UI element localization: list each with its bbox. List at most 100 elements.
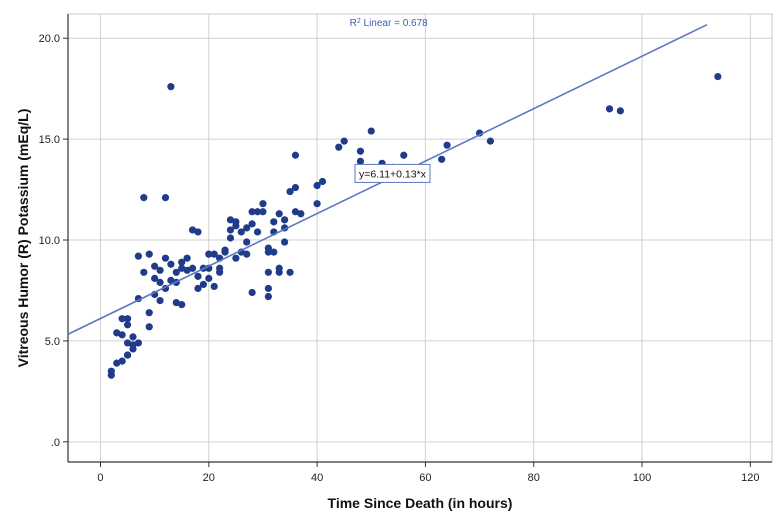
data-point bbox=[313, 200, 321, 208]
data-point bbox=[248, 220, 256, 228]
data-point bbox=[167, 83, 175, 91]
data-point bbox=[264, 292, 272, 301]
data-point bbox=[210, 250, 218, 258]
data-point bbox=[156, 266, 164, 274]
data-point bbox=[221, 246, 229, 254]
data-point bbox=[178, 258, 186, 266]
data-point bbox=[605, 105, 614, 113]
data-point bbox=[178, 300, 186, 309]
data-point bbox=[123, 315, 132, 323]
data-point bbox=[145, 309, 153, 317]
equation-annotation: y=6.11+0.13*x bbox=[354, 163, 431, 183]
data-point bbox=[438, 155, 446, 163]
data-point bbox=[194, 272, 202, 280]
data-point bbox=[178, 264, 186, 272]
r2-annotation: R2 Linear = 0.678 bbox=[350, 18, 429, 30]
data-point bbox=[205, 274, 213, 282]
data-point bbox=[113, 359, 121, 367]
r2-prefix: R bbox=[350, 18, 357, 29]
x-tick-label: 80 bbox=[528, 472, 540, 484]
x-tick-label: 0 bbox=[97, 472, 103, 484]
data-point bbox=[291, 208, 300, 216]
data-point bbox=[183, 254, 191, 262]
data-point bbox=[313, 181, 321, 190]
y-tick-label: 20.0 bbox=[39, 33, 60, 45]
data-point bbox=[145, 323, 153, 331]
y-tick-label: .0 bbox=[51, 437, 60, 449]
y-axis-title: Vitreous Humor (R) Potassium (mEq/L) bbox=[15, 109, 31, 368]
data-point bbox=[264, 244, 272, 252]
data-point bbox=[140, 268, 148, 276]
data-point bbox=[232, 218, 240, 226]
data-point bbox=[118, 357, 126, 365]
data-point bbox=[226, 226, 235, 234]
data-point bbox=[216, 264, 224, 272]
data-point bbox=[123, 351, 132, 359]
data-point bbox=[367, 127, 375, 135]
data-point bbox=[172, 268, 180, 276]
data-point bbox=[232, 254, 240, 262]
data-point bbox=[286, 187, 294, 196]
data-point bbox=[253, 208, 262, 216]
data-point bbox=[161, 194, 170, 202]
data-point bbox=[134, 339, 142, 347]
data-point bbox=[270, 218, 278, 226]
y-tick-label: 15.0 bbox=[39, 134, 60, 146]
equation-text: y=6.11+0.13*x bbox=[359, 168, 427, 180]
data-point bbox=[199, 280, 207, 289]
data-point bbox=[356, 147, 365, 155]
data-point bbox=[616, 107, 624, 115]
x-tick-label: 60 bbox=[419, 472, 431, 484]
data-point bbox=[161, 254, 170, 262]
data-point bbox=[183, 266, 191, 274]
data-point bbox=[226, 234, 235, 242]
y-tick-labels: .0 5.0 10.0 15.0 20.0 bbox=[39, 33, 60, 449]
r2-text: Linear = 0.678 bbox=[361, 18, 428, 29]
x-axis-title: Time Since Death (in hours) bbox=[328, 495, 513, 511]
data-point bbox=[335, 143, 343, 151]
data-point bbox=[270, 248, 278, 256]
data-point bbox=[167, 260, 175, 268]
data-point bbox=[145, 250, 153, 258]
x-tick-label: 20 bbox=[203, 472, 215, 484]
data-point bbox=[172, 298, 180, 307]
data-point bbox=[486, 137, 494, 145]
data-point bbox=[151, 262, 159, 270]
data-point bbox=[340, 137, 348, 145]
data-point bbox=[210, 282, 218, 291]
data-point bbox=[151, 274, 159, 282]
data-point bbox=[259, 200, 267, 208]
x-tick-label: 40 bbox=[311, 472, 323, 484]
data-point bbox=[400, 151, 408, 159]
y-tick-label: 10.0 bbox=[39, 235, 60, 247]
data-point bbox=[129, 333, 137, 341]
y-tick-label: 5.0 bbox=[45, 336, 60, 348]
data-point bbox=[188, 264, 197, 272]
data-point bbox=[286, 268, 294, 276]
data-point bbox=[259, 208, 267, 216]
data-point bbox=[188, 226, 197, 234]
data-point bbox=[123, 339, 132, 347]
x-tick-label: 120 bbox=[741, 472, 759, 484]
data-point bbox=[253, 228, 262, 236]
data-point bbox=[226, 216, 235, 224]
data-point bbox=[297, 210, 305, 218]
data-point bbox=[194, 228, 202, 236]
data-point bbox=[243, 224, 251, 232]
gridlines bbox=[68, 14, 772, 462]
data-point bbox=[443, 141, 451, 149]
axis-ticks bbox=[63, 37, 751, 467]
data-point bbox=[205, 250, 213, 258]
data-point bbox=[281, 238, 289, 246]
data-point bbox=[243, 238, 251, 246]
data-point bbox=[118, 331, 126, 339]
data-point bbox=[714, 72, 722, 81]
data-point bbox=[123, 321, 132, 329]
data-point bbox=[107, 367, 115, 375]
data-point bbox=[248, 208, 256, 216]
equation-box bbox=[354, 163, 431, 183]
data-points bbox=[107, 72, 722, 379]
data-point bbox=[275, 210, 283, 218]
